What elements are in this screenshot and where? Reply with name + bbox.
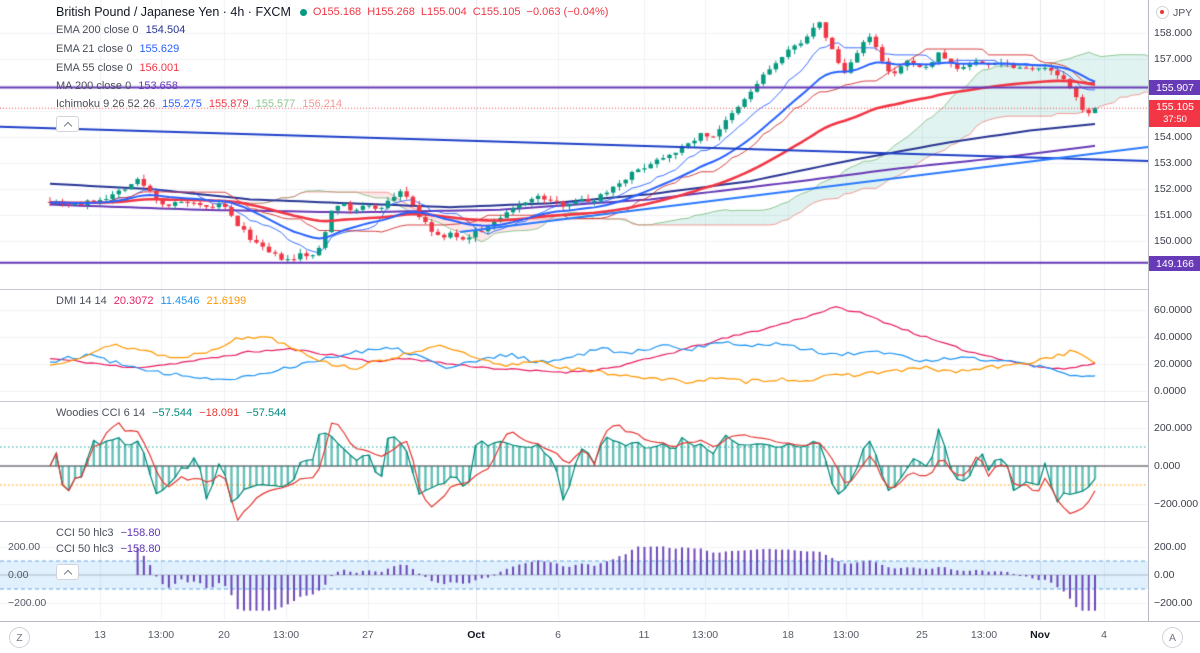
legend-value: 156.214 xyxy=(302,98,343,110)
legend-ema-200[interactable]: EMA 200 close 0 154.504 xyxy=(56,24,185,36)
bar-countdown: 37:50 xyxy=(1163,114,1187,125)
legend-value: −158.80 xyxy=(120,543,161,555)
axis-label: 154.000 xyxy=(1154,131,1192,143)
symbol-title: British Pound / Japanese Yen · 4h · FXCM xyxy=(56,5,291,19)
timezone-button[interactable]: Z xyxy=(9,627,30,648)
ohlc-token: −0.063 (−0.04%) xyxy=(526,6,609,18)
ohlc-token: L155.004 xyxy=(420,6,467,18)
legend-value: 21.6199 xyxy=(206,295,247,307)
legend-ma-200[interactable]: MA 200 close 0 153.658 xyxy=(56,80,178,92)
ohlc-values: O155.168 H155.268 L155.004 C155.105 −0.063 (… xyxy=(313,6,609,18)
horizontal-line-badge[interactable]: 149.166 xyxy=(1149,256,1200,271)
axis-label: 0.0000 xyxy=(1154,385,1187,397)
axis-label: 0.000 xyxy=(1154,460,1181,472)
ohlc-token: C155.105 xyxy=(472,6,521,18)
axis-label: 157.000 xyxy=(1154,53,1192,65)
legend-value: 156.001 xyxy=(139,62,180,74)
time-axis-label: 20 xyxy=(218,629,230,641)
last-price-value: 155.105 xyxy=(1156,101,1194,113)
legend-value: 11.4546 xyxy=(160,295,200,307)
axis-label: 0.00 xyxy=(1154,569,1175,581)
legend-value: −158.80 xyxy=(120,527,161,539)
auto-scale-button[interactable]: A xyxy=(1162,627,1183,648)
legend-value: 20.3072 xyxy=(113,295,154,307)
legend-label: CCI 50 hlc3 xyxy=(56,543,114,555)
time-axis-label: 13:00 xyxy=(832,629,860,641)
legend-cci-50-1[interactable]: CCI 50 hlc3 −158.80 xyxy=(56,527,161,539)
time-axis[interactable]: Z A 13 13:00 20 13:00 27 Oct 6 11 13:00 18 13:00 25… xyxy=(0,621,1200,653)
legend-label: Woodies CCI 6 14 xyxy=(56,407,146,419)
symbol-legend-row[interactable]: British Pound / Japanese Yen · 4h · FXCM… xyxy=(56,5,608,19)
legend-label: MA 200 close 0 xyxy=(56,80,132,92)
time-axis-label: 13:00 xyxy=(691,629,719,641)
collapse-pane-button[interactable] xyxy=(56,116,79,132)
series-marker-dot xyxy=(299,8,307,16)
time-axis-label: 25 xyxy=(916,629,928,641)
time-axis-label: 13 xyxy=(94,629,106,641)
currency-label: JPY xyxy=(1173,6,1193,19)
ohlc-token: O155.168 xyxy=(312,6,362,18)
chevron-up-icon xyxy=(63,121,72,130)
pane-separator[interactable] xyxy=(0,521,1200,522)
axis-label: 200.00 xyxy=(1154,541,1187,553)
axis-label: 152.000 xyxy=(1154,183,1192,195)
legend-value: 155.629 xyxy=(139,43,180,55)
chart-canvas[interactable] xyxy=(0,0,1148,621)
currency-toggle[interactable]: JPY xyxy=(1156,6,1192,19)
legend-label: EMA 55 close 0 xyxy=(56,62,133,74)
axis-label: 200.000 xyxy=(1154,422,1192,434)
price-axis[interactable]: 155.907 149.166 155.105 37:50 158.000 157… xyxy=(1148,0,1200,621)
time-axis-label: 11 xyxy=(638,629,650,641)
legend-cci-50-2[interactable]: CCI 50 hlc3 −158.80 xyxy=(56,543,161,555)
time-axis-label: 13:00 xyxy=(272,629,300,641)
chevron-up-icon xyxy=(63,569,72,578)
time-axis-label: 6 xyxy=(555,629,561,641)
time-axis-label: 13:00 xyxy=(970,629,998,641)
legend-ichimoku[interactable]: Ichimoku 9 26 52 26 155.275 155.879 155.577… xyxy=(56,98,342,110)
axis-label: −200.00 xyxy=(1154,597,1193,609)
legend-dmi[interactable]: DMI 14 14 20.3072 11.4546 21.6199 xyxy=(56,295,246,307)
legend-ema-21[interactable]: EMA 21 close 0 155.629 xyxy=(56,43,179,55)
legend-value: −57.544 xyxy=(152,407,193,419)
axis-label: 151.000 xyxy=(1154,209,1192,221)
legend-woodies-cci[interactable]: Woodies CCI 6 14 −57.544 −18.091 −57.544 xyxy=(56,407,286,419)
time-axis-label: 27 xyxy=(362,629,374,641)
legend-label: CCI 50 hlc3 xyxy=(56,527,114,539)
last-price-badge: 155.105 37:50 xyxy=(1149,100,1200,127)
legend-label: DMI 14 14 xyxy=(56,295,107,307)
collapse-pane-button[interactable] xyxy=(56,564,79,580)
legend-value: 155.275 xyxy=(162,98,202,110)
time-axis-label: Oct xyxy=(467,629,485,641)
axis-label: 150.000 xyxy=(1154,235,1192,247)
jpy-flag-icon xyxy=(1156,6,1169,19)
axis-label: 153.000 xyxy=(1154,157,1192,169)
legend-value: −57.544 xyxy=(246,407,287,419)
axis-label: 60.0000 xyxy=(1154,304,1192,316)
time-axis-label: Nov xyxy=(1030,629,1050,641)
time-axis-label: 18 xyxy=(782,629,794,641)
time-axis-label: 13:00 xyxy=(147,629,175,641)
legend-value: 153.658 xyxy=(138,80,178,92)
legend-label: Ichimoku 9 26 52 26 xyxy=(56,98,156,110)
horizontal-line-badge[interactable]: 155.907 xyxy=(1149,80,1200,95)
axis-label: 40.0000 xyxy=(1154,331,1192,343)
legend-label: EMA 21 close 0 xyxy=(56,43,133,55)
axis-label: −200.000 xyxy=(1154,498,1199,510)
legend-value: 155.879 xyxy=(208,98,249,110)
legend-value: −18.091 xyxy=(199,407,240,419)
legend-value: 154.504 xyxy=(145,24,186,36)
pane-separator[interactable] xyxy=(0,401,1200,402)
axis-label: 158.000 xyxy=(1154,27,1192,39)
legend-ema-55[interactable]: EMA 55 close 0 156.001 xyxy=(56,62,179,74)
axis-label: 20.0000 xyxy=(1154,358,1192,370)
legend-label: EMA 200 close 0 xyxy=(56,24,139,36)
legend-value: 155.577 xyxy=(255,98,296,110)
pane-separator[interactable] xyxy=(0,289,1200,290)
time-axis-label: 4 xyxy=(1101,629,1107,641)
ohlc-token: H155.268 xyxy=(367,6,415,18)
